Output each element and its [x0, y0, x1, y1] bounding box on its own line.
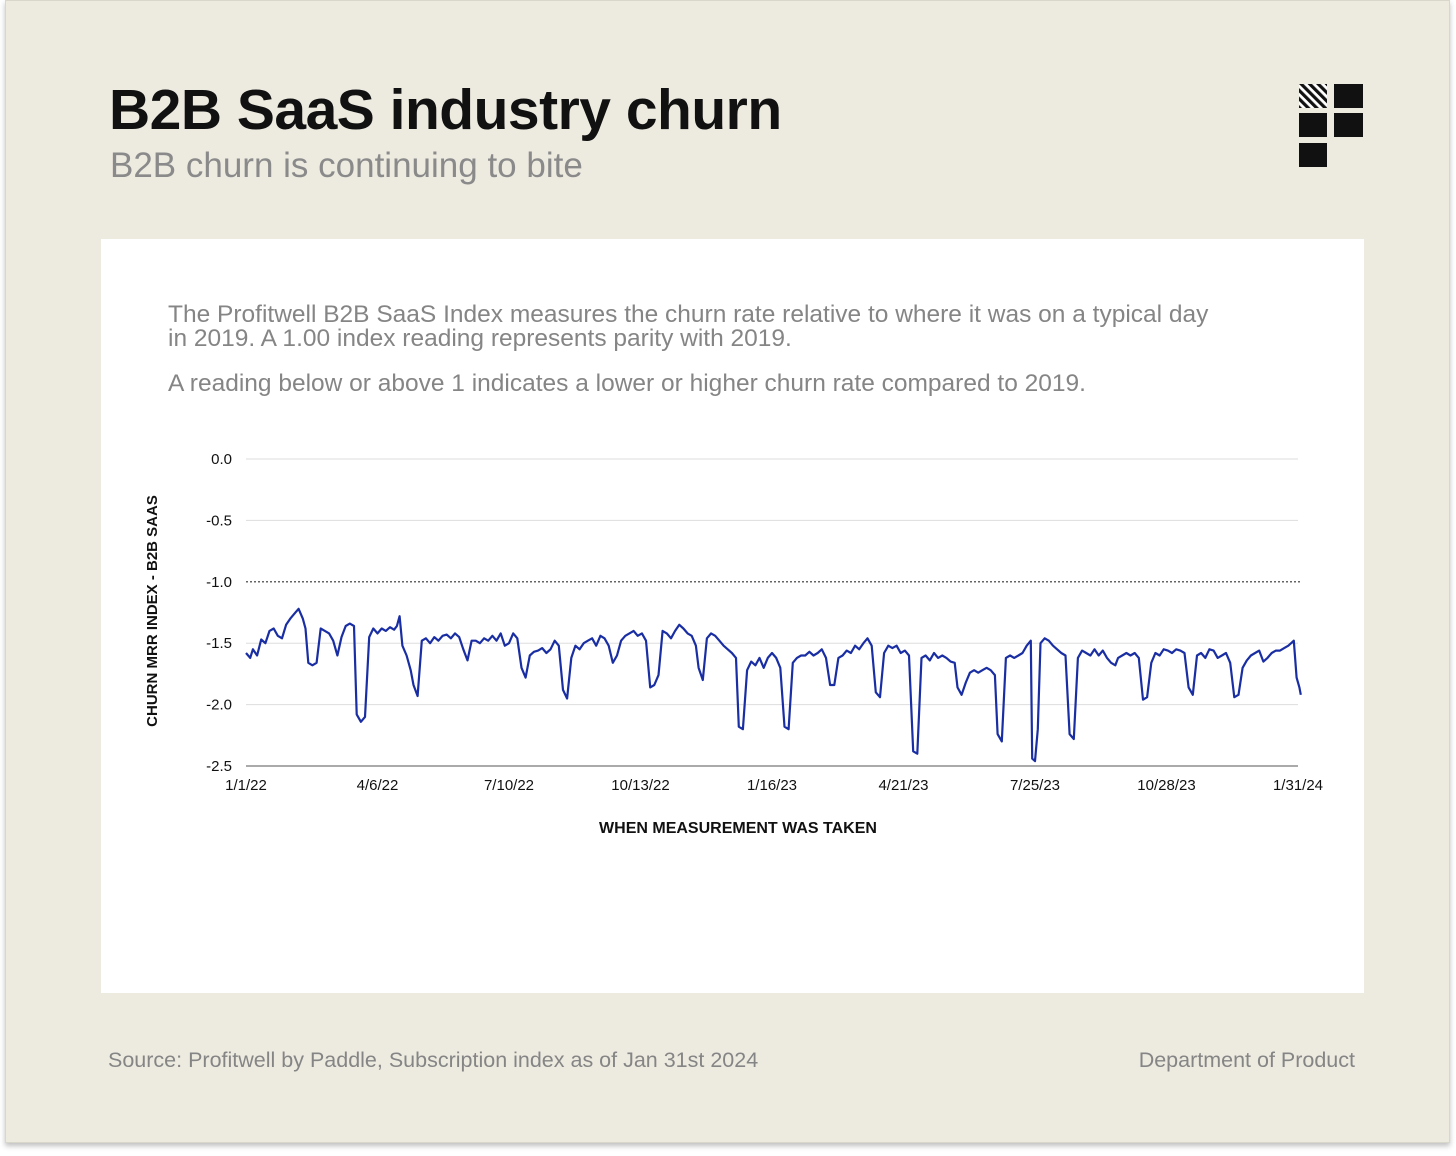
- logo-square: [1334, 113, 1363, 137]
- x-tick-label: 1/1/22: [225, 777, 267, 794]
- series-line-b2b-saas: [245, 607, 1302, 763]
- churn-line-chart: 0.0 -0.5 -1.0 -1.5 -2.0 -2.5 1/1/22 4/6/22 7/10/…: [144, 451, 1323, 837]
- logo-hatched-square: [1299, 84, 1327, 108]
- brand-credit: Department of Product: [1138, 1048, 1355, 1072]
- x-tick-label: 7/10/22: [484, 777, 534, 794]
- x-tick-label: 4/6/22: [357, 777, 399, 794]
- y-tick-label: 0.0: [211, 451, 232, 468]
- chart-card: The Profitwell B2B SaaS Index measures t…: [101, 239, 1364, 993]
- department-of-product-logo-icon: [1299, 84, 1363, 167]
- y-tick-label: -2.5: [206, 758, 232, 775]
- x-tick-label: 10/28/23: [1137, 777, 1195, 794]
- x-axis-title: WHEN MEASUREMENT WAS TAKEN: [599, 820, 877, 837]
- x-tick-label: 1/31/24: [1273, 777, 1323, 794]
- y-axis-title: CHURN MRR INDEX - B2B SAAS: [144, 495, 161, 727]
- x-tick-label: 4/21/23: [878, 777, 928, 794]
- logo-square: [1334, 84, 1363, 108]
- infographic-frame: B2B SaaS industry churn B2B churn is con…: [5, 0, 1450, 1143]
- x-tick-label: 10/13/22: [611, 777, 669, 794]
- x-tick-label: 1/16/23: [747, 777, 797, 794]
- index-reading-note: A reading below or above 1 indicates a l…: [168, 370, 1086, 397]
- y-tick-label: -2.0: [206, 697, 232, 714]
- y-tick-label: -1.5: [206, 635, 232, 652]
- y-tick-label: -0.5: [206, 512, 232, 529]
- logo-square: [1299, 113, 1327, 137]
- index-description: The Profitwell B2B SaaS Index measures t…: [168, 301, 1209, 352]
- page-title: B2B SaaS industry churn: [109, 78, 782, 142]
- source-note: Source: Profitwell by Paddle, Subscripti…: [108, 1048, 759, 1072]
- y-tick-label: -1.0: [206, 574, 232, 591]
- x-tick-label: 7/25/23: [1010, 777, 1060, 794]
- logo-square: [1299, 143, 1327, 167]
- page-subtitle: B2B churn is continuing to bite: [110, 146, 583, 185]
